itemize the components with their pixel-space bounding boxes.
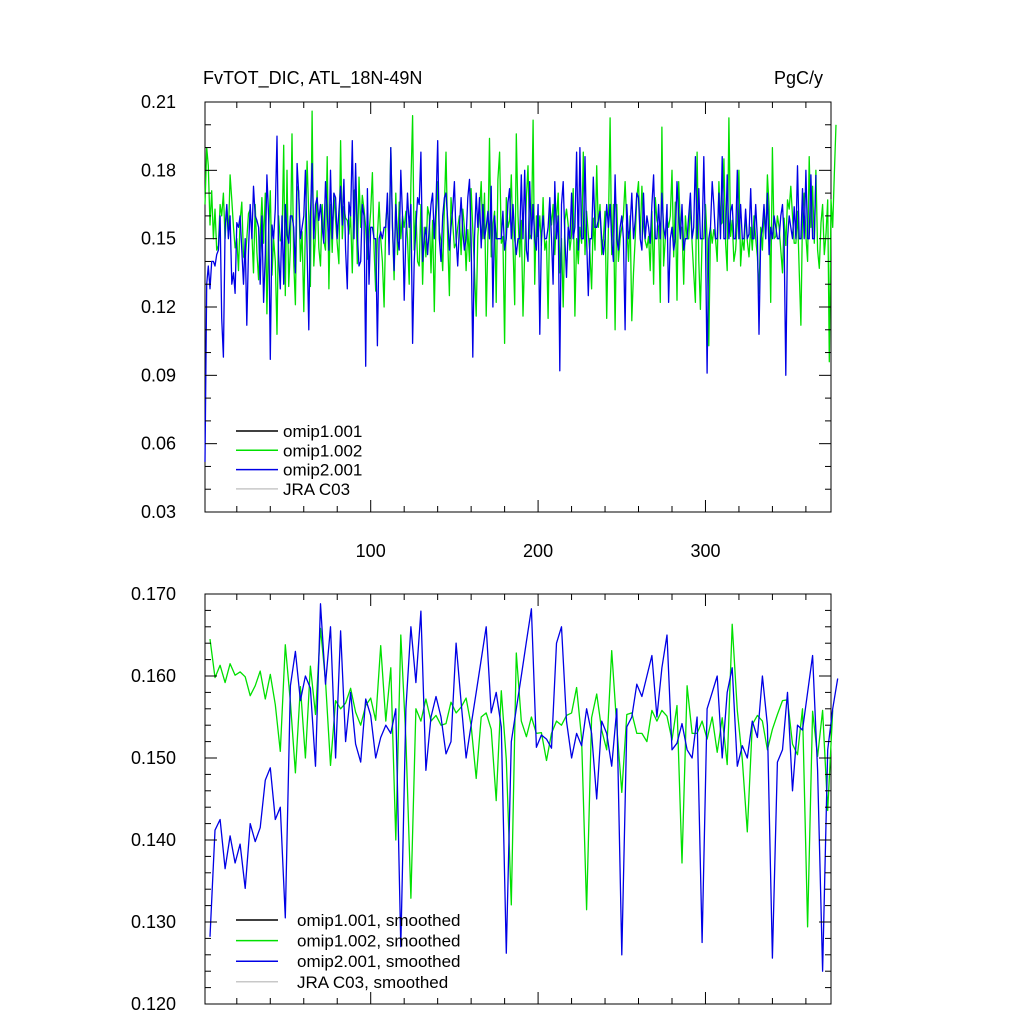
top-ytick-label: 0.15 [141,229,176,249]
top-ytick-label: 0.12 [141,297,176,317]
top-legend-label-2: omip2.001 [283,461,362,480]
bottom-legend-label-1: omip1.002, smoothed [297,932,461,951]
top-ticks-group: 0.03 0.06 0.09 0.12 0.15 0.18 0.21 100 200 300 [141,92,831,561]
top-series-line-1 [204,110,837,363]
bottom-plot-area: 0.120 0.130 0.140 0.150 0.160 0.170 omip1.001… [131,584,839,1014]
top-series-line-2 [204,135,817,462]
top-legend-label-1: omip1.002 [283,441,362,460]
top-ytick-label: 0.21 [141,92,176,112]
top-units: PgC/y [774,68,823,88]
top-title: FvTOT_DIC, ATL_18N-49N [203,68,422,89]
top-ytick-label: 0.09 [141,365,176,385]
top-series-group [204,110,837,462]
bottom-ytick-label: 0.120 [131,994,176,1014]
top-ytick-label: 0.18 [141,160,176,180]
top-ytick-label: 0.03 [141,502,176,522]
top-legend-label-3: JRA C03 [283,480,350,499]
bottom-legend-label-0: omip1.001, smoothed [297,911,461,930]
top-ytick-label: 0.06 [141,434,176,454]
bottom-ytick-label: 0.130 [131,912,176,932]
bottom-series-group [209,603,839,972]
bottom-panel: 0.120 0.130 0.140 0.150 0.160 0.170 omip1.001… [131,584,839,1014]
bottom-plot-frame [204,593,832,1005]
top-xtick-label: 100 [356,541,386,561]
bottom-ytick-label: 0.160 [131,666,176,686]
top-plot-area: 0.03 0.06 0.09 0.12 0.15 0.18 0.21 100 200 300 om… [141,92,837,561]
bottom-legend: omip1.001, smoothed omip1.002, smoothedom… [236,911,461,992]
bottom-legend-label-3: JRA C03, smoothed [297,973,448,992]
top-legend-label-0: omip1.001 [283,422,362,441]
bottom-ytick-label: 0.150 [131,748,176,768]
top-xtick-label: 200 [523,541,553,561]
bottom-series-line-2 [209,603,839,972]
bottom-series-line-1 [209,623,834,928]
bottom-ytick-label: 0.140 [131,830,176,850]
top-xtick-label: 300 [690,541,720,561]
bottom-legend-label-2: omip2.001, smoothed [297,952,461,971]
top-panel: FvTOT_DIC, ATL_18N-49N PgC/y 0.030.060.0… [141,68,837,561]
bottom-ytick-label: 0.170 [131,584,176,604]
bottom-ticks-group: 0.120 0.130 0.140 0.150 0.160 0.170 [131,584,831,1014]
